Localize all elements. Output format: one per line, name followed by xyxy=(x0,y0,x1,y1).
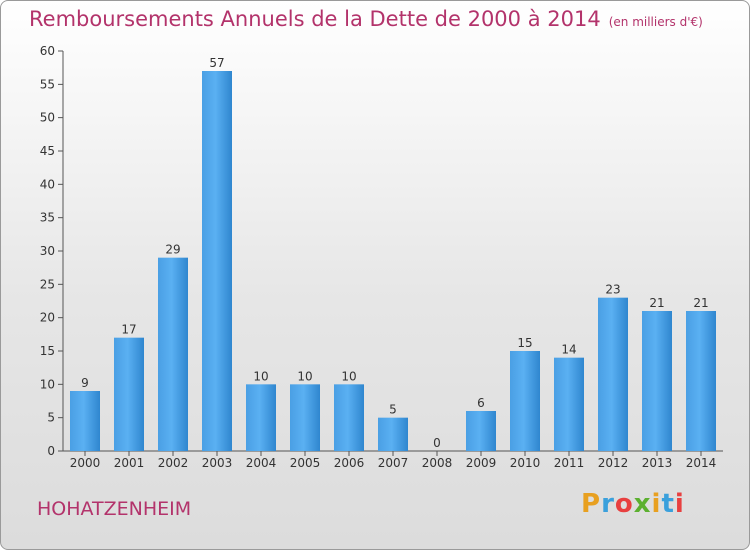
chart-unit: (en milliers d'€) xyxy=(608,15,703,29)
y-tick-label: 55 xyxy=(40,77,55,91)
x-tick-label: 2012 xyxy=(598,456,629,470)
y-tick-label: 5 xyxy=(47,411,55,425)
x-tick-label: 2001 xyxy=(114,456,145,470)
logo-letter: i xyxy=(674,489,685,519)
bar-value-label: 9 xyxy=(81,376,89,390)
bar xyxy=(158,257,188,451)
bar xyxy=(378,417,408,451)
bar-value-label: 0 xyxy=(433,436,441,450)
x-tick-label: 2002 xyxy=(158,456,189,470)
y-tick-label: 30 xyxy=(40,244,55,258)
y-tick-label: 60 xyxy=(40,44,55,58)
x-tick-label: 2010 xyxy=(510,456,541,470)
bar xyxy=(290,384,320,451)
x-tick-label: 2005 xyxy=(290,456,321,470)
y-tick-label: 40 xyxy=(40,177,55,191)
y-tick-label: 15 xyxy=(40,344,55,358)
bar xyxy=(334,384,364,451)
bar xyxy=(554,357,584,451)
bar xyxy=(70,391,100,451)
x-tick-label: 2004 xyxy=(246,456,277,470)
bar xyxy=(686,311,716,451)
chart-title: Remboursements Annuels de la Dette de 20… xyxy=(29,7,703,31)
x-tick-label: 2013 xyxy=(642,456,673,470)
bar-value-label: 23 xyxy=(605,283,620,297)
logo-letter: i xyxy=(651,489,662,519)
bar xyxy=(202,71,232,451)
logo-letter: o xyxy=(614,489,634,519)
bar xyxy=(510,351,540,451)
x-tick-label: 2008 xyxy=(422,456,453,470)
bar-value-label: 10 xyxy=(297,369,312,383)
x-tick-label: 2003 xyxy=(202,456,233,470)
y-tick-label: 50 xyxy=(40,111,55,125)
logo-letter: P xyxy=(581,489,602,519)
y-tick-label: 10 xyxy=(40,377,55,391)
x-tick-label: 2007 xyxy=(378,456,409,470)
y-tick-label: 35 xyxy=(40,211,55,225)
bar xyxy=(598,297,628,451)
commune-name: HOHATZENHEIM xyxy=(37,498,192,520)
x-tick-label: 2011 xyxy=(554,456,585,470)
bar-value-label: 29 xyxy=(165,243,180,257)
bar xyxy=(466,411,496,451)
logo-letter: r xyxy=(601,489,615,519)
bar-value-label: 6 xyxy=(477,396,485,410)
bar-value-label: 5 xyxy=(389,403,397,417)
y-tick-label: 45 xyxy=(40,144,55,158)
bars: 9 17 29 57 10 10 10 5 0 6 15 14 23 21 21 xyxy=(70,56,716,451)
x-tick-label: 2014 xyxy=(686,456,717,470)
bar-value-label: 21 xyxy=(693,296,708,310)
y-tick-label: 0 xyxy=(47,444,55,458)
bar xyxy=(246,384,276,451)
y-tick-label: 20 xyxy=(40,311,55,325)
bar-value-label: 10 xyxy=(341,369,356,383)
x-tick-label: 2006 xyxy=(334,456,365,470)
y-tick-label: 25 xyxy=(40,277,55,291)
bar xyxy=(114,337,144,451)
x-tick-label: 2009 xyxy=(466,456,497,470)
proxiti-logo: Proxiti xyxy=(581,489,685,519)
bar-value-label: 14 xyxy=(561,343,576,357)
bar-value-label: 10 xyxy=(253,369,268,383)
bar-value-label: 57 xyxy=(209,56,224,70)
bar-value-label: 17 xyxy=(121,323,136,337)
x-tick-label: 2000 xyxy=(70,456,101,470)
bar xyxy=(642,311,672,451)
bar-value-label: 15 xyxy=(517,336,532,350)
logo-letter: t xyxy=(661,489,675,519)
logo-letter: x xyxy=(633,489,652,519)
bar-value-label: 21 xyxy=(649,296,664,310)
